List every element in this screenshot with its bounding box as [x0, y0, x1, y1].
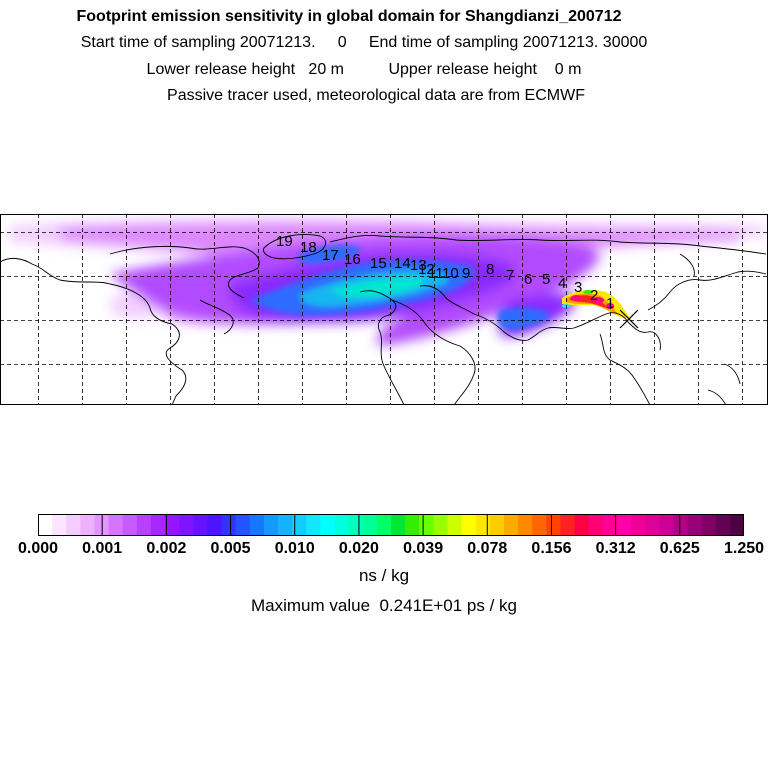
colorbar-tick-label: 0.020 [338, 540, 379, 557]
colorbar-cell [108, 514, 124, 536]
colorbar-cell [532, 514, 547, 536]
trajectory-label-7: 7 [506, 267, 514, 284]
colorbar-cell [136, 514, 152, 536]
footprint-map: 19 18 17 16 15 14 13 12 11 10 9 8 7 6 5 … [0, 214, 768, 405]
trajectory-label-5: 5 [542, 271, 550, 288]
colorbar-tick-label: 0.010 [274, 540, 315, 557]
trajectory-label-17: 17 [322, 247, 339, 264]
colorbar-cell [433, 514, 448, 536]
trajectory-label-12: 12 [418, 261, 435, 278]
graticule [0, 214, 768, 405]
colorbar-cell [546, 514, 561, 536]
colorbar-cell [278, 514, 293, 536]
colorbar-cell [150, 514, 166, 536]
colorbar-cell [645, 514, 660, 536]
colorbar-cell [249, 514, 265, 536]
colorbar-cell [221, 514, 237, 536]
colorbar-cell [447, 514, 463, 536]
trajectory-label-13: 13 [410, 257, 427, 274]
colorbar-cell [362, 514, 378, 536]
trajectory-label-6: 6 [524, 271, 532, 288]
trajectory-label-3: 3 [574, 279, 582, 296]
colorbar-cell [631, 514, 646, 536]
colorbar-cell [616, 514, 632, 536]
colorbar-cell [574, 514, 590, 536]
colorbar-cell [292, 514, 307, 536]
colorbar-cell [489, 514, 505, 536]
colorbar-cell [66, 514, 81, 536]
trajectory-label-2: 2 [590, 287, 598, 304]
colorbar-cell [52, 514, 67, 536]
colorbar-cell [659, 514, 674, 536]
colorbar-cell [419, 514, 434, 536]
trajectory-label-18: 18 [300, 239, 317, 256]
colorbar-cell [461, 514, 477, 536]
trajectory-label-11: 11 [428, 265, 444, 282]
colorbar-unit: ns / kg [358, 566, 410, 585]
trajectory-label-16: 16 [344, 251, 361, 268]
colorbar-cell [715, 514, 731, 536]
sampling-time-line: Start time of sampling 20071213. 0 End t… [80, 34, 648, 51]
colorbar-cell [475, 514, 491, 536]
colorbar [38, 514, 744, 536]
colorbar-tick-label: 0.312 [595, 540, 636, 557]
colorbar-cell [334, 514, 350, 536]
colorbar-tick-label: 0.000 [17, 540, 59, 557]
trajectory-label-10: 10 [442, 265, 459, 282]
colorbar-cell [38, 514, 53, 536]
trajectory-label-15: 15 [370, 255, 387, 272]
maximum-value-label: Maximum value 0.241E+01 ps / kg [251, 596, 517, 615]
colorbar-cell [179, 514, 194, 536]
colorbar-cell [165, 514, 180, 536]
coastlines [0, 234, 767, 405]
page-title: Footprint emission sensitivity in global… [76, 8, 622, 25]
trajectory-label-14: 14 [394, 255, 411, 272]
colorbar-cell [306, 514, 321, 536]
colorbar-cell [588, 514, 604, 536]
colorbar-tick-label: 0.156 [531, 540, 572, 557]
colorbar-cell [503, 514, 519, 536]
colorbar-cell [193, 514, 208, 536]
colorbar-cell [376, 514, 392, 536]
colorbar-cell [235, 514, 251, 536]
colorbar-cell [391, 514, 406, 536]
trajectory-label-4: 4 [558, 275, 566, 292]
colorbar-cell [560, 514, 576, 536]
colorbar-cell [602, 514, 618, 536]
colorbar-tick-label: 0.002 [146, 540, 187, 557]
colorbar-cell [122, 514, 138, 536]
colorbar-cell [701, 514, 717, 536]
colorbar-cell [207, 514, 223, 536]
trajectory-label-9: 9 [462, 265, 470, 282]
colorbar-tick-label: 0.039 [403, 540, 444, 557]
colorbar-tick-label: 0.001 [82, 540, 123, 557]
receptor-marker-icon [619, 309, 639, 329]
colorbar-cell [405, 514, 420, 536]
trajectory-label-1: 1 [606, 295, 614, 312]
release-height-line: Lower release height 20 m Upper release … [146, 61, 582, 78]
colorbar-tick-label: 0.078 [467, 540, 508, 557]
colorbar-cell [263, 514, 279, 536]
trajectory-label-19: 19 [276, 233, 293, 250]
colorbar-cell [320, 514, 336, 536]
colorbar-tick-label: 0.625 [659, 540, 700, 557]
colorbar-tick-label: 1.250 [723, 540, 765, 557]
tracer-info-line: Passive tracer used, meteorological data… [167, 87, 585, 104]
colorbar-cell [80, 514, 95, 536]
colorbar-cell [518, 514, 533, 536]
colorbar-cell [729, 514, 744, 536]
colorbar-cell [673, 514, 689, 536]
colorbar-tick-label: 0.005 [210, 540, 251, 557]
trajectory-label-8: 8 [486, 261, 494, 278]
colorbar-cell [348, 514, 364, 536]
colorbar-cell [687, 514, 703, 536]
